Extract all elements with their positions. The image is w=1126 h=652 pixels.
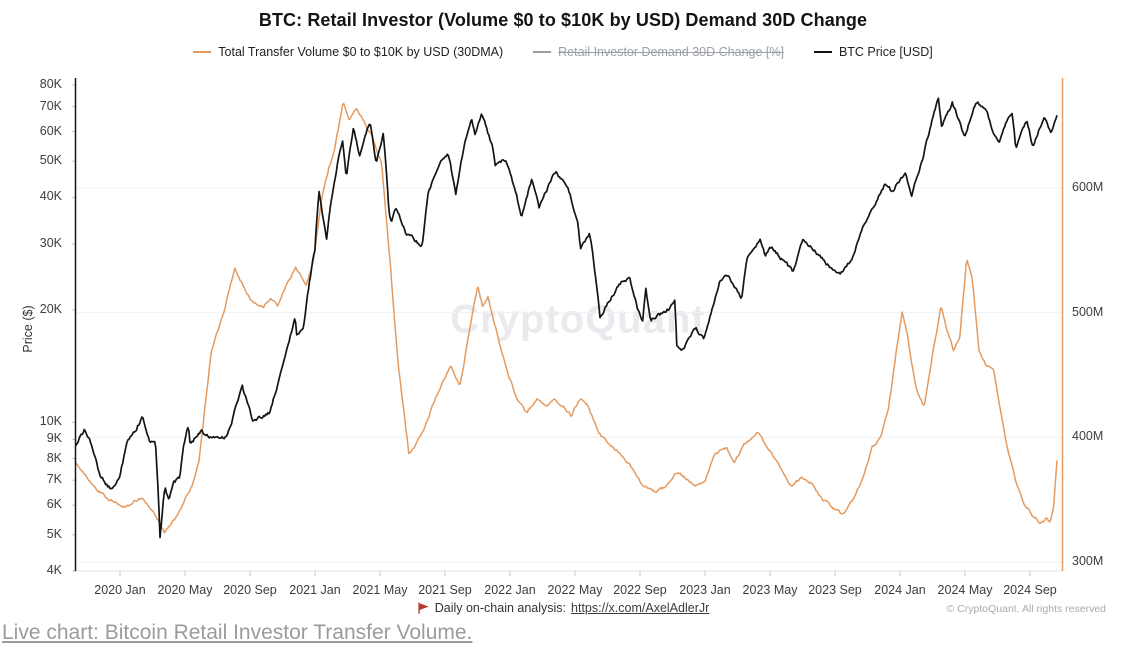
legend-label: BTC Price [USD] — [838, 45, 933, 59]
x-axis-tick-label: 2024 Jan — [874, 583, 926, 597]
x-axis-tick-label: 2024 May — [937, 583, 993, 597]
series-price-line — [74, 97, 1058, 539]
left-axis-tick-label: 30K — [39, 236, 62, 251]
x-axis-tick-label: 2023 Sep — [808, 583, 862, 597]
legend-item-2[interactable]: BTC Price [USD] — [813, 45, 933, 59]
x-axis-tick-label: 2024 Sep — [1003, 583, 1057, 597]
right-axis-tick-label: 300M — [1072, 554, 1104, 568]
legend-label: Total Transfer Volume $0 to $10K by USD … — [218, 45, 504, 59]
legend-dash-icon — [533, 51, 552, 53]
footer-link[interactable]: https://x.com/AxelAdlerJr — [571, 601, 710, 615]
left-axis-tick-label: 20K — [39, 301, 62, 316]
left-axis-tick-label: 70K — [39, 98, 62, 113]
left-axis-tick-label: 60K — [39, 123, 62, 138]
x-axis-tick-label: 2020 May — [157, 583, 213, 597]
left-axis-tick-label: 8K — [46, 450, 62, 465]
x-axis-tick-label: 2020 Jan — [94, 583, 146, 597]
left-axis-tick-label: 4K — [46, 563, 62, 577]
x-axis-tick-label: 2022 Jan — [484, 583, 536, 597]
x-axis-tick-label: 2023 Jan — [679, 583, 731, 597]
x-axis-tick-label: 2021 May — [352, 583, 408, 597]
x-axis-tick-label: 2022 Sep — [613, 583, 667, 597]
right-axis-tick-labels: 600M 500M 400M 300M — [1072, 0, 1126, 652]
left-axis-tick-label: 80K — [39, 76, 62, 91]
legend-dash-icon — [193, 51, 212, 53]
x-axis-tick-label: 2022 May — [547, 583, 603, 597]
legend-label: Retail Investor Demand 30D Change [%] — [558, 45, 784, 59]
legend-item-1[interactable]: Retail Investor Demand 30D Change [%] — [533, 45, 784, 59]
left-axis-tick-label: 5K — [46, 526, 62, 541]
left-axis-tick-labels: 80K 70K 60K 50K 40K 30K 20K 10K 9K 8K 7K 6K 5K 4K — [0, 0, 68, 652]
legend-dash-icon — [813, 51, 832, 53]
left-axis-tick-label: 50K — [39, 153, 62, 168]
x-axis-tick-label: 2021 Jan — [289, 583, 341, 597]
right-axis-tick-label: 600M — [1072, 179, 1104, 194]
copyright-text: © CryptoQuant. All rights reserved — [946, 603, 1106, 615]
footer-annotation: Daily on-chain analysis: https://x.com/A… — [0, 601, 1126, 615]
red-flag-icon — [418, 602, 429, 614]
series-volume-line — [75, 102, 1058, 534]
x-axis-tick-label: 2023 May — [742, 583, 798, 597]
left-axis-tick-label: 9K — [46, 431, 62, 446]
right-axis-tick-label: 400M — [1072, 429, 1104, 444]
live-chart-caption-link[interactable]: Live chart: Bitcoin Retail Investor Tran… — [2, 621, 473, 644]
chart-legend: Total Transfer Volume $0 to $10K by USD … — [0, 45, 1126, 59]
left-axis-tick-label: 6K — [46, 497, 62, 512]
right-axis-tick-label: 500M — [1072, 304, 1104, 319]
left-axis-tick-label: 7K — [46, 472, 62, 487]
chart-title: BTC: Retail Investor (Volume $0 to $10K … — [258, 10, 868, 30]
x-axis-tick-label: 2021 Sep — [418, 583, 472, 597]
x-axis-tick-label: 2020 Sep — [223, 583, 277, 597]
left-axis-tick-label: 10K — [39, 414, 62, 429]
left-axis-tick-label: 40K — [39, 189, 62, 204]
footer-text: Daily on-chain analysis: — [434, 601, 567, 615]
legend-item-0[interactable]: Total Transfer Volume $0 to $10K by USD … — [193, 45, 503, 59]
